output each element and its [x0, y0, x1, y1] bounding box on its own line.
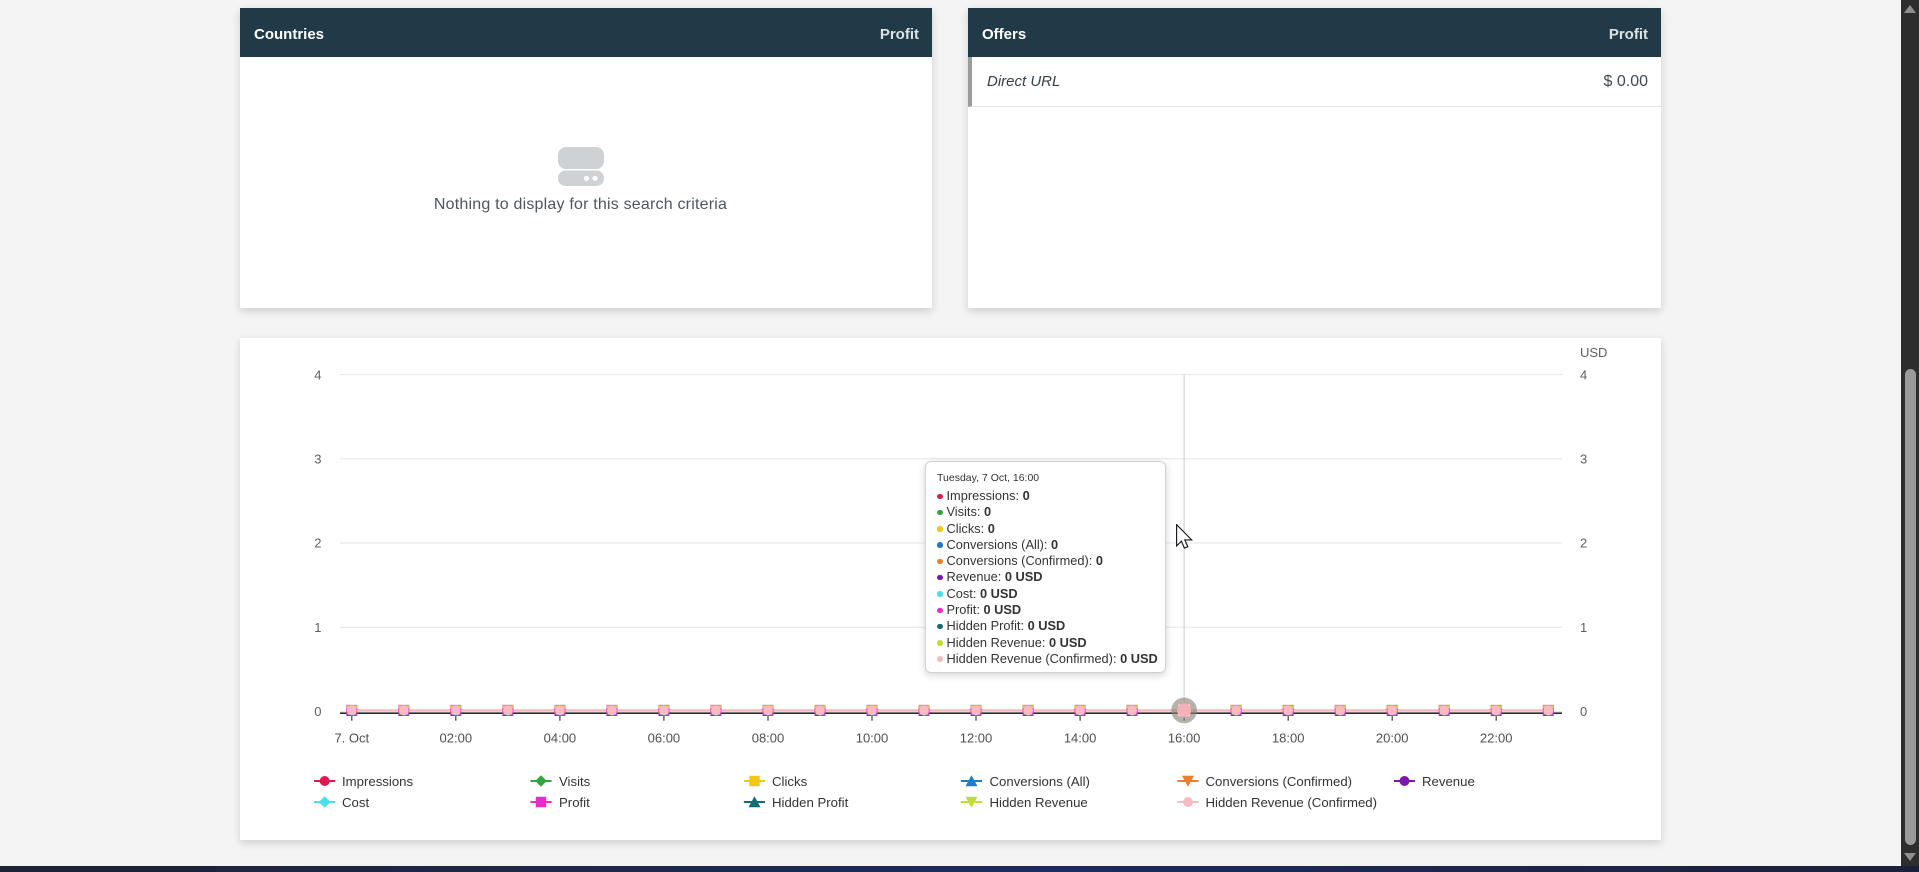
svg-text:Profit: Profit	[559, 795, 590, 810]
svg-text:2: 2	[1580, 536, 1587, 551]
svg-text:22:00: 22:00	[1480, 731, 1513, 746]
svg-text:08:00: 08:00	[752, 731, 785, 746]
svg-text:Cost: Cost	[342, 795, 369, 810]
svg-text:Hidden Profit: Hidden Profit	[772, 795, 849, 810]
svg-text:Clicks: Clicks	[772, 774, 808, 789]
svg-text:3: 3	[1580, 452, 1587, 467]
svg-text:2: 2	[314, 536, 321, 551]
svg-text:Conversions (Confirmed): Conversions (Confirmed)	[1206, 774, 1353, 789]
svg-text:18:00: 18:00	[1272, 731, 1305, 746]
svg-text:14:00: 14:00	[1064, 731, 1097, 746]
svg-text:1: 1	[1580, 620, 1587, 635]
svg-text:Hidden Revenue: Hidden Revenue	[990, 795, 1088, 810]
svg-text:16:00: 16:00	[1168, 731, 1201, 746]
svg-text:Conversions (All): Conversions (All)	[990, 774, 1090, 789]
svg-text:06:00: 06:00	[648, 731, 681, 746]
svg-text:4: 4	[1580, 367, 1587, 382]
svg-text:USD: USD	[1580, 345, 1607, 360]
svg-text:1: 1	[314, 620, 321, 635]
svg-text:Impressions: Impressions	[342, 774, 413, 789]
svg-text:Hidden Revenue (Confirmed): Hidden Revenue (Confirmed)	[1206, 795, 1378, 810]
svg-text:20:00: 20:00	[1376, 731, 1409, 746]
svg-text:0: 0	[314, 704, 321, 719]
svg-text:Revenue: Revenue	[1422, 774, 1475, 789]
svg-text:04:00: 04:00	[544, 731, 577, 746]
svg-text:12:00: 12:00	[960, 731, 993, 746]
svg-text:3: 3	[314, 452, 321, 467]
svg-text:7. Oct: 7. Oct	[334, 731, 369, 746]
svg-text:0: 0	[1580, 704, 1587, 719]
svg-text:Visits: Visits	[559, 774, 591, 789]
svg-text:10:00: 10:00	[856, 731, 889, 746]
svg-text:4: 4	[314, 367, 321, 382]
svg-text:02:00: 02:00	[440, 731, 473, 746]
